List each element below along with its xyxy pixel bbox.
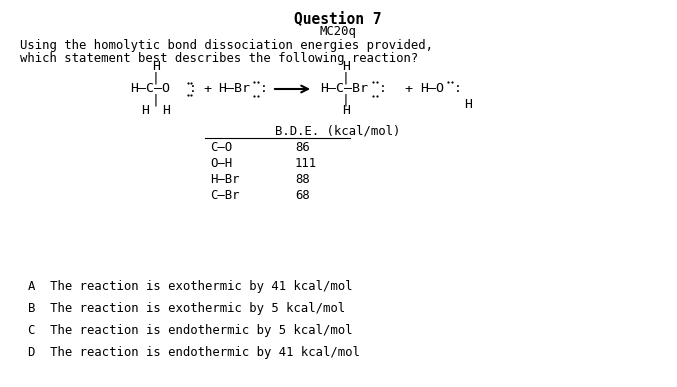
Text: 86: 86 (295, 141, 310, 154)
Text: :: : (379, 82, 387, 96)
Text: 88: 88 (295, 173, 310, 186)
Text: :: : (189, 82, 197, 96)
Text: H–O: H–O (420, 82, 444, 96)
Text: |: | (342, 94, 350, 106)
Text: +: + (404, 82, 412, 96)
Text: H: H (464, 99, 472, 111)
Text: MC20q: MC20q (320, 25, 356, 38)
Text: H: H (342, 104, 350, 118)
Text: H: H (342, 60, 350, 74)
Text: D  The reaction is endothermic by 41 kcal/mol: D The reaction is endothermic by 41 kcal… (28, 346, 360, 359)
Text: H: H (152, 60, 160, 74)
Text: A  The reaction is exothermic by 41 kcal/mol: A The reaction is exothermic by 41 kcal/… (28, 280, 353, 293)
Text: 68: 68 (295, 189, 310, 202)
Text: :: : (260, 82, 268, 96)
Text: C–Br: C–Br (210, 189, 240, 202)
Text: which statement best describes the following reaction?: which statement best describes the follo… (20, 52, 418, 65)
Text: H: H (162, 104, 170, 118)
Text: H–Br: H–Br (218, 82, 250, 96)
Text: H–C–O: H–C–O (130, 82, 170, 96)
Text: |: | (152, 72, 160, 84)
Text: Using the homolytic bond dissociation energies provided,: Using the homolytic bond dissociation en… (20, 39, 433, 52)
Text: O–H: O–H (210, 157, 232, 170)
Text: C–O: C–O (210, 141, 232, 154)
Text: :: : (454, 82, 462, 96)
Text: 111: 111 (295, 157, 317, 170)
Text: H: H (141, 104, 149, 118)
Text: H–Br: H–Br (210, 173, 240, 186)
Text: Question 7: Question 7 (294, 11, 382, 26)
Text: |: | (342, 72, 350, 84)
Text: B.D.E. (kcal/mol): B.D.E. (kcal/mol) (276, 125, 401, 138)
Text: H–C–Br: H–C–Br (320, 82, 368, 96)
Text: |: | (152, 94, 160, 106)
Text: B  The reaction is exothermic by 5 kcal/mol: B The reaction is exothermic by 5 kcal/m… (28, 302, 345, 315)
Text: C  The reaction is endothermic by 5 kcal/mol: C The reaction is endothermic by 5 kcal/… (28, 324, 353, 337)
Text: +: + (203, 82, 211, 96)
